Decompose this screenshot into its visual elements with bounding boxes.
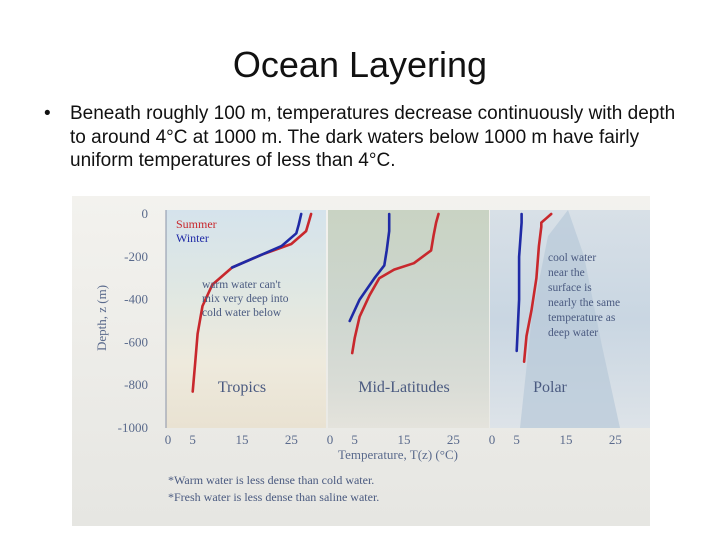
legend-winter: Winter — [176, 231, 209, 245]
x-tick-label: 15 — [398, 432, 411, 447]
x-tick-label: 25 — [447, 432, 460, 447]
x-tick-label: 15 — [236, 432, 249, 447]
panel-annotation-line: cold water below — [202, 307, 282, 319]
legend-summer: Summer — [176, 217, 217, 231]
x-tick-label: 25 — [609, 432, 622, 447]
x-tick-label: 25 — [285, 432, 298, 447]
panel-annotation-line: surface is — [548, 282, 592, 294]
x-tick-label: 5 — [189, 432, 196, 447]
x-tick-label: 15 — [560, 432, 573, 447]
note-density-temperature: *Warm water is less dense than cold wate… — [168, 473, 374, 487]
panel-annotation-line: near the — [548, 267, 585, 279]
bullet-marker: • — [44, 103, 51, 124]
series-line-polar-summer — [522, 212, 553, 363]
panel-annotation-line: temperature as — [548, 312, 616, 324]
panel-annotation-line: mix very deep into — [202, 293, 289, 305]
series-line-mid-latitudes-winter — [348, 212, 391, 323]
panel-annotation-line: nearly the same — [548, 297, 620, 309]
y-tick-label: -600 — [124, 334, 148, 349]
x-tick-label: 5 — [513, 432, 520, 447]
series-line-polar-winter — [515, 212, 523, 353]
x-tick-label: 0 — [165, 432, 172, 447]
series-line-tropics-winter — [230, 212, 303, 269]
y-tick-label: -800 — [124, 377, 148, 392]
x-axis-label: Temperature, T(z) (°C) — [338, 447, 458, 462]
panel-title: Mid-Latitudes — [358, 379, 450, 396]
panel-title: Tropics — [218, 379, 266, 396]
panel-annotation-line: cool water — [548, 252, 596, 264]
y-axis-label: Depth, z (m) — [94, 285, 109, 351]
panel-annotation-line: deep water — [548, 327, 598, 339]
y-tick-label: 0 — [142, 206, 149, 221]
series-line-mid-latitudes-summer — [350, 212, 440, 355]
x-tick-label: 0 — [327, 432, 334, 447]
mid-latitudes-photo-background — [328, 210, 489, 428]
slide-title: Ocean Layering — [232, 44, 488, 85]
panel-annotation-line: warm water can't — [202, 279, 282, 291]
iceberg-shape — [520, 210, 620, 428]
ocean-temperature-figure: 0 -200 -400 -600 -800 -1000 0 5 15 25 Tropics warm … — [72, 196, 650, 526]
x-tick-label: 5 — [351, 432, 358, 447]
x-tick-label: 0 — [489, 432, 496, 447]
y-tick-label: -1000 — [118, 420, 148, 435]
bullet-text: Beneath roughly 100 m, temperatures decr… — [70, 103, 676, 171]
y-tick-label: -400 — [124, 292, 148, 307]
y-tick-label: -200 — [124, 249, 148, 264]
panel-title: Polar — [533, 379, 567, 396]
note-density-salinity: *Fresh water is less dense than saline w… — [168, 490, 379, 504]
